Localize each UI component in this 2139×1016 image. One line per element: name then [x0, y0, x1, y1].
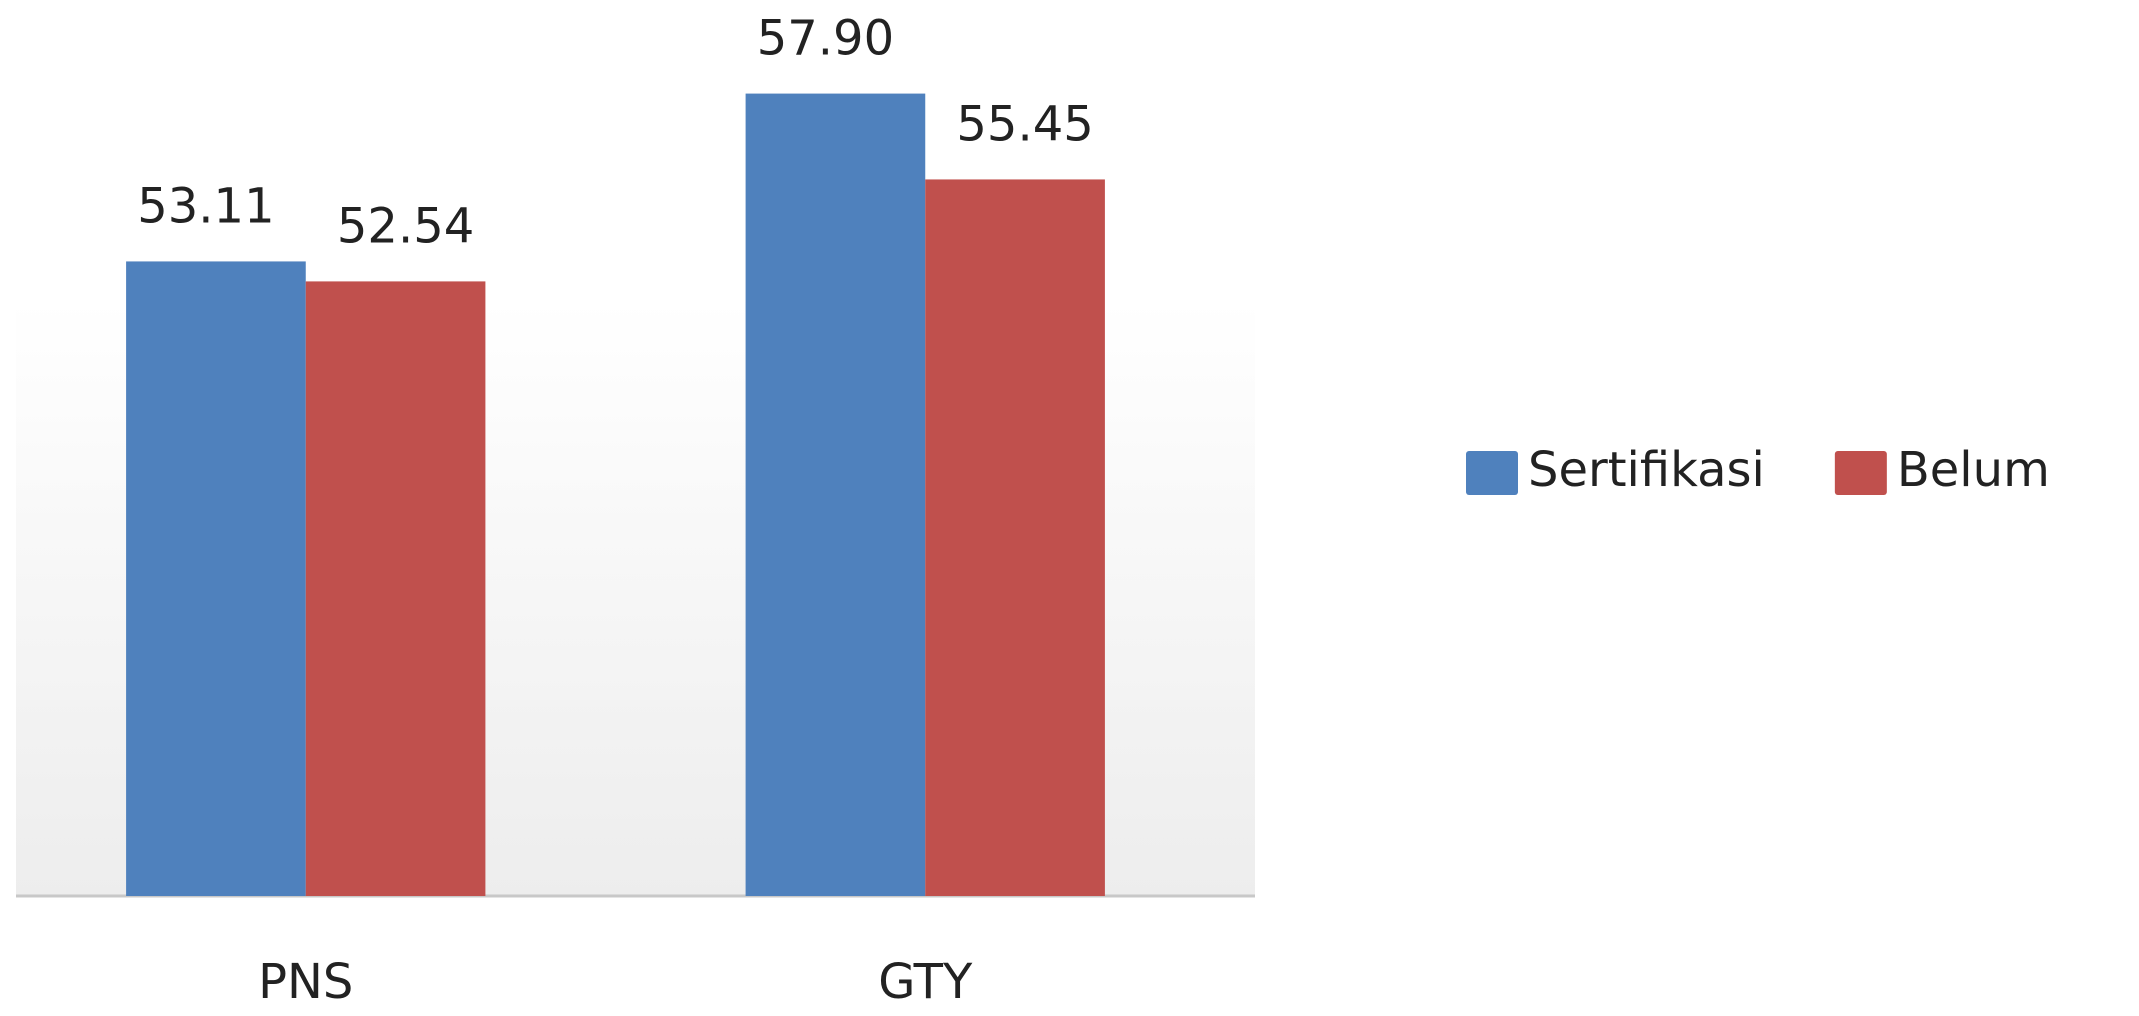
- bar: [745, 93, 926, 897]
- legend-swatch: [1466, 451, 1518, 495]
- x-tick-label: GTY: [878, 954, 973, 1010]
- legend-label: Sertifikasi: [1528, 442, 1765, 498]
- data-label: 57.90: [757, 11, 894, 67]
- x-tick-label: PNS: [258, 954, 353, 1010]
- bar: [126, 261, 306, 896]
- data-label: 53.11: [137, 178, 274, 234]
- data-label: 52.54: [337, 198, 474, 254]
- data-label: 55.45: [956, 96, 1093, 152]
- bar: [305, 281, 486, 896]
- legend-label: Belum: [1897, 442, 2050, 498]
- bar: [925, 179, 1105, 896]
- legend-swatch: [1834, 451, 1887, 495]
